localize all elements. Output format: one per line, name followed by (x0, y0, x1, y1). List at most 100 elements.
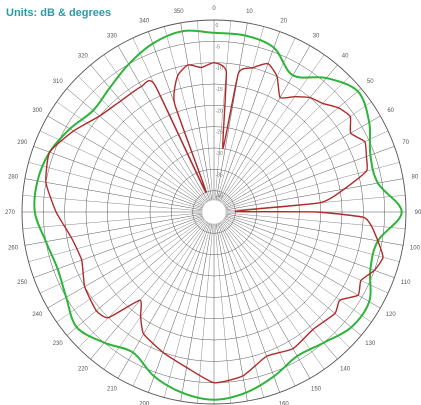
angle-tick-label: 220 (78, 366, 89, 372)
grid-spoke (225, 213, 404, 246)
radial-tick-label: -30 (216, 151, 223, 157)
grid-spoke (222, 219, 362, 336)
angle-tick-label: 350 (174, 9, 185, 15)
grid-spoke (219, 45, 311, 202)
grid-spoke (117, 45, 209, 202)
grid-spoke (197, 20, 214, 201)
grid-spoke (39, 216, 204, 294)
grid-spoke (103, 221, 208, 370)
angle-tick-label: 210 (107, 387, 118, 393)
grid-spoke (33, 215, 204, 278)
grid-spoke (180, 223, 213, 402)
grid-spoke (78, 76, 206, 204)
angle-tick-label: 340 (139, 18, 150, 24)
grid-spoke (78, 220, 206, 348)
radial-tick-label: -25 (216, 130, 223, 136)
grid-spoke (39, 130, 204, 208)
angle-tick-label: 270 (5, 210, 16, 216)
grid-spoke (164, 26, 212, 201)
grid-spoke (28, 162, 203, 210)
radial-tick-label: -40 (216, 194, 223, 200)
grid-spoke (117, 222, 209, 379)
grid-spoke (219, 222, 311, 379)
angle-tick-label: 70 (402, 140, 409, 146)
angle-tick-label: 80 (412, 175, 419, 181)
angle-tick-label: 40 (342, 54, 349, 60)
grid-spoke (218, 37, 296, 202)
grid-spoke (224, 215, 395, 278)
grid-spoke (215, 22, 248, 201)
grid-spoke (56, 218, 205, 323)
grid-spoke (24, 213, 203, 246)
angle-tick-label: 250 (17, 280, 28, 286)
angle-tick-label: 320 (78, 54, 89, 60)
grid-spoke (225, 214, 400, 262)
angle-tick-label: 160 (279, 402, 290, 405)
radial-tick-label: 0 (216, 23, 219, 29)
grid-spoke (216, 26, 264, 201)
angle-tick-label: 300 (32, 108, 43, 114)
grid-spoke (28, 214, 203, 262)
polar-grid (21, 19, 407, 405)
grid-spoke (224, 115, 381, 207)
angle-tick-label: 290 (17, 140, 28, 146)
grid-spoke (217, 222, 280, 393)
grid-spoke (22, 212, 203, 229)
angle-tick-label: 10 (246, 9, 253, 15)
radial-tick-label: -35 (216, 172, 223, 178)
radial-tick-label: -15 (216, 87, 223, 93)
grid-spoke (164, 223, 212, 398)
angle-tick-label: 240 (32, 312, 43, 318)
grid-spoke (47, 115, 204, 207)
grid-spoke (224, 217, 381, 309)
chart-title: Units: dB & degrees (6, 7, 111, 19)
grid-spoke (132, 222, 210, 387)
grid-spoke (223, 101, 372, 206)
grid-spoke (222, 220, 350, 348)
grid-spoke (221, 220, 338, 360)
angle-tick-label: 20 (280, 18, 287, 24)
grid-spoke (22, 195, 203, 212)
angle-tick-label: 230 (53, 341, 64, 347)
radial-labels: 0 -5 -10 -15 -20 -25 -30 -35 -40 (216, 23, 223, 200)
radial-tick-label: -20 (216, 108, 223, 114)
grid-spoke (221, 64, 338, 204)
grid-spoke (220, 221, 325, 370)
grid-spoke (224, 146, 395, 209)
angle-tick-label: 260 (8, 245, 19, 251)
grid-spoke (90, 220, 207, 360)
angle-tick-label: 310 (53, 79, 64, 85)
grid-spoke (222, 88, 362, 205)
grid-spoke (217, 31, 280, 202)
grid-spoke (66, 219, 206, 336)
grid-spoke (180, 22, 213, 201)
angle-tick-label: 140 (340, 366, 351, 372)
angle-tick-label: 200 (139, 402, 150, 405)
angle-tick-label: 330 (107, 33, 118, 39)
grid-spoke (225, 162, 400, 210)
angle-tick-label: 130 (365, 341, 376, 347)
angle-tick-label: 90 (415, 210, 421, 216)
grid-spoke (220, 54, 325, 203)
angle-tick-label: 100 (410, 245, 421, 251)
grid-spoke (90, 64, 207, 204)
grid-spoke (222, 76, 350, 204)
grid-spoke (218, 222, 296, 387)
grid-spoke (24, 178, 203, 211)
angle-tick-label: 150 (311, 387, 322, 393)
radial-tick-label: -10 (216, 66, 223, 72)
angle-tick-label: 50 (367, 79, 374, 85)
grid-spoke (33, 146, 204, 209)
angle-tick-label: 30 (313, 33, 320, 39)
angle-tick-label: 0 (212, 6, 216, 12)
grid-spoke (103, 54, 208, 203)
angle-tick-label: 60 (387, 108, 394, 114)
radial-tick-label: -5 (216, 44, 221, 50)
grid-spoke (215, 223, 248, 402)
grid-spoke (148, 222, 211, 393)
grid-spoke (225, 178, 404, 211)
grid-spoke (66, 88, 206, 205)
angle-labels: 0 10 20 30 40 50 60 70 80 90 100 110 120 130 140 150 160… (5, 6, 421, 405)
grid-spoke (214, 223, 231, 404)
